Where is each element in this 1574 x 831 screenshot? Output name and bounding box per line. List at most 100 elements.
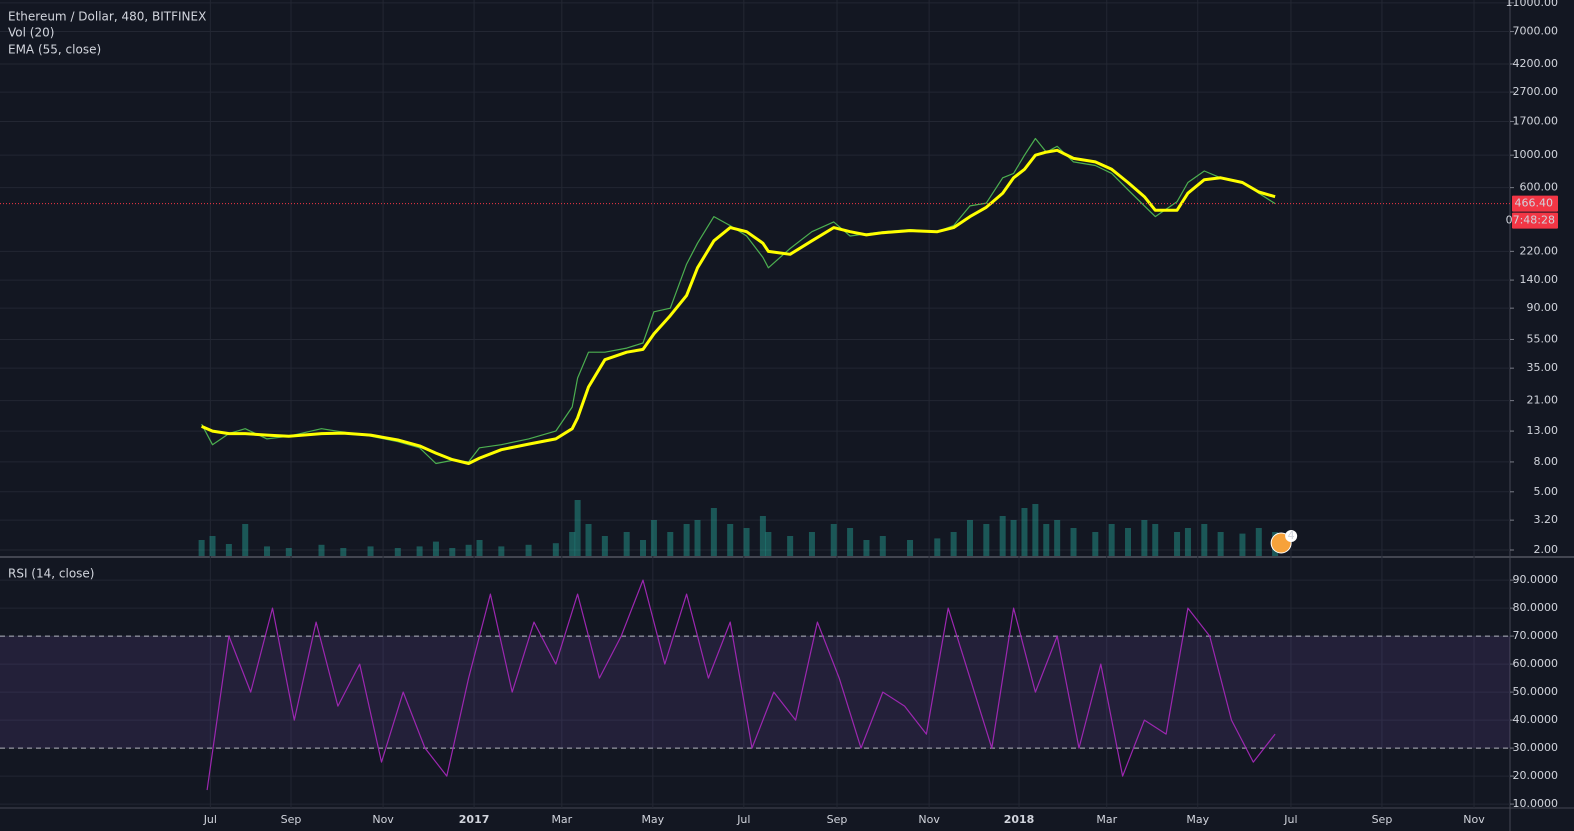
volume-bar bbox=[863, 540, 870, 556]
volume-bar bbox=[1125, 528, 1132, 556]
volume-bar bbox=[552, 543, 559, 556]
volume-bar bbox=[449, 548, 456, 556]
volume-bar bbox=[710, 508, 717, 556]
volume-bar bbox=[787, 536, 794, 556]
volume-bar bbox=[1184, 528, 1191, 556]
x-tick-label: Sep bbox=[1372, 813, 1393, 826]
volume-bar bbox=[318, 544, 325, 556]
volume-bar bbox=[601, 536, 608, 556]
y-tick-label: 3.20 bbox=[1534, 513, 1559, 526]
volume-bar bbox=[225, 544, 232, 556]
x-tick-label: Mar bbox=[1096, 813, 1117, 826]
y-tick-label: 600.00 bbox=[1520, 181, 1559, 194]
x-tick-label: Mar bbox=[551, 813, 572, 826]
volume-bar bbox=[640, 540, 647, 556]
y-tick-label: 13.00 bbox=[1527, 424, 1559, 437]
event-badge bbox=[1285, 530, 1298, 542]
volume-bar bbox=[416, 546, 423, 556]
x-tick-label: Nov bbox=[1463, 813, 1485, 826]
volume-bar bbox=[1201, 524, 1208, 556]
volume-bar bbox=[650, 520, 657, 556]
volume-bar bbox=[934, 538, 941, 556]
volume-bar bbox=[585, 524, 592, 556]
volume-bar bbox=[394, 548, 401, 556]
last-price-tag bbox=[1512, 195, 1558, 212]
volume-bar bbox=[367, 546, 374, 556]
countdown: 07:48:28 bbox=[1506, 214, 1555, 227]
y-tick-label: 8.00 bbox=[1534, 455, 1559, 468]
volume-bar bbox=[907, 540, 914, 556]
volume-bar bbox=[498, 546, 505, 556]
volume-bar bbox=[623, 532, 630, 556]
volume-bar bbox=[1152, 524, 1159, 556]
y-tick-label: 1700.00 bbox=[1513, 114, 1559, 127]
legend-entry: EMA (55, close) bbox=[8, 43, 101, 57]
y-tick-label: 1000.00 bbox=[1513, 148, 1559, 161]
volume-bar bbox=[759, 516, 766, 556]
x-tick-label: 2018 bbox=[1004, 813, 1035, 826]
volume-bar bbox=[1141, 520, 1148, 556]
volume-bar bbox=[465, 544, 472, 556]
volume-bar bbox=[847, 528, 854, 556]
volume-bar bbox=[574, 500, 581, 556]
volume-bar bbox=[667, 532, 674, 556]
legend-entry: Vol (20) bbox=[8, 26, 54, 40]
y-tick-label: 90.00 bbox=[1527, 301, 1559, 314]
volume-bar bbox=[1217, 532, 1224, 556]
countdown-tag bbox=[1512, 212, 1558, 229]
volume-bar bbox=[264, 546, 271, 556]
volume-bar bbox=[1174, 532, 1181, 556]
y-tick-label: 2.00 bbox=[1534, 543, 1559, 556]
y-tick-label: 30.0000 bbox=[1513, 741, 1559, 754]
y-tick-label: 10.0000 bbox=[1513, 797, 1559, 810]
y-tick-label: 35.00 bbox=[1527, 361, 1559, 374]
volume-bar bbox=[340, 548, 347, 556]
volume-bar bbox=[242, 524, 249, 556]
y-tick-label: 80.0000 bbox=[1513, 601, 1559, 614]
volume-bar bbox=[1239, 533, 1246, 556]
event-count: 4 bbox=[1288, 529, 1295, 542]
y-tick-label: 50.0000 bbox=[1513, 685, 1559, 698]
last-price-label: 466.40 bbox=[1515, 197, 1554, 210]
volume-bar bbox=[683, 524, 690, 556]
y-tick-label: 5.00 bbox=[1534, 485, 1559, 498]
y-tick-label: 55.00 bbox=[1527, 332, 1559, 345]
x-tick-label: Nov bbox=[372, 813, 394, 826]
y-tick-label: 40.0000 bbox=[1513, 713, 1559, 726]
ema-line bbox=[201, 148, 1276, 465]
volume-bar bbox=[765, 532, 772, 556]
volume-bar bbox=[525, 544, 532, 556]
y-tick-label: 7000.00 bbox=[1513, 25, 1559, 38]
x-tick-label: Sep bbox=[281, 813, 302, 826]
volume-bar bbox=[966, 520, 973, 556]
x-tick-label: May bbox=[641, 813, 664, 826]
volume-bar bbox=[569, 532, 576, 556]
y-tick-label: 11000.00 bbox=[1506, 0, 1559, 9]
volume-bar bbox=[879, 536, 886, 556]
volume-bar bbox=[1021, 508, 1028, 556]
series-line bbox=[201, 137, 1276, 465]
volume-bar bbox=[830, 524, 837, 556]
x-tick-label: Sep bbox=[827, 813, 848, 826]
y-tick-label: 220.00 bbox=[1520, 244, 1559, 257]
volume-bar bbox=[1092, 532, 1099, 556]
x-tick-label: May bbox=[1186, 813, 1209, 826]
y-tick-label: 4200.00 bbox=[1513, 57, 1559, 70]
volume-bar bbox=[808, 532, 815, 556]
chart-title: Ethereum / Dollar, 480, BITFINEX bbox=[8, 10, 206, 24]
volume-bar bbox=[1054, 520, 1061, 556]
volume-bar bbox=[476, 540, 483, 556]
pane-title: RSI (14, close) bbox=[8, 567, 94, 581]
x-tick-label: Jul bbox=[203, 813, 217, 826]
rsi-band bbox=[0, 636, 1510, 749]
y-tick-label: 140.00 bbox=[1520, 273, 1559, 286]
x-tick-label: Jul bbox=[736, 813, 750, 826]
x-tick-label: Jul bbox=[1283, 813, 1297, 826]
volume-bar bbox=[950, 532, 957, 556]
y-tick-label: 2700.00 bbox=[1513, 85, 1559, 98]
y-tick-label: 21.00 bbox=[1527, 394, 1559, 407]
y-tick-label: 90.0000 bbox=[1513, 573, 1559, 586]
volume-bar bbox=[1255, 528, 1262, 556]
